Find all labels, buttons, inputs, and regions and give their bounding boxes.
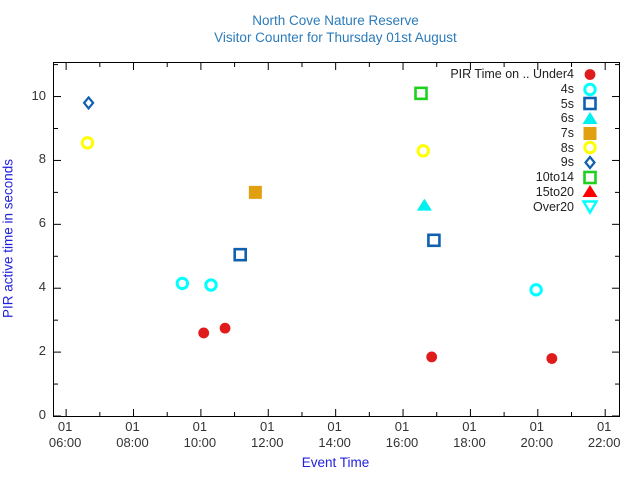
x-tick-label: 01 06:00 <box>48 419 82 450</box>
legend-row: PIR Time on .. Under4 <box>450 67 599 82</box>
x-tick-label: 01 12:00 <box>250 419 284 450</box>
data-point-marker <box>416 198 432 211</box>
legend-marker-circle-filled-icon <box>584 68 596 80</box>
data-point-marker <box>80 136 95 150</box>
legend-row: Over20 <box>450 199 599 215</box>
data-point-marker <box>204 278 218 292</box>
legend-marker-diamond-open-icon <box>584 155 596 170</box>
legend-marker-circle-open-icon <box>583 141 597 155</box>
legend-marker-square-open-icon <box>583 96 597 111</box>
x-tick-label: 01 16:00 <box>385 419 419 450</box>
y-tick-label: 4 <box>38 279 46 295</box>
legend-row: 6s <box>450 111 599 126</box>
y-tick-label: 6 <box>38 215 46 231</box>
legend-label: 8s <box>560 140 574 155</box>
legend-row: 7s <box>450 126 599 141</box>
legend-label: PIR Time on .. Under4 <box>450 67 574 82</box>
x-tick-label: 01 20:00 <box>520 419 554 450</box>
x-tick-label: 01 10:00 <box>183 419 217 450</box>
legend-row: 8s <box>450 140 599 155</box>
legend-marker-triangle-up-filled-icon <box>582 185 598 198</box>
legend-label: Over20 <box>533 199 574 214</box>
legend-row: 15to20 <box>450 185 599 200</box>
legend-label: 10to14 <box>535 170 574 185</box>
data-point-marker <box>248 185 262 199</box>
chart-title-block: North Cove Nature Reserve Visitor Counte… <box>53 12 618 46</box>
legend: PIR Time on .. Under4 4s 5s 6s 7s 8s 9s 10to14 1… <box>450 67 599 215</box>
data-point-marker <box>416 144 430 158</box>
chart-subtitle: Visitor Counter for Thursday 01st August <box>214 30 457 45</box>
y-tick-label: 10 <box>31 87 46 103</box>
legend-marker-triangle-down-open-icon <box>581 200 599 215</box>
y-tick-label: 2 <box>38 343 46 359</box>
legend-label: 4s <box>560 82 574 97</box>
data-point-marker <box>233 247 247 262</box>
y-tick-label: 0 <box>38 407 46 422</box>
x-tick-label: 01 22:00 <box>587 419 621 450</box>
legend-marker-square-open-icon <box>583 170 597 184</box>
data-point-marker <box>219 322 231 334</box>
x-tick-label: 01 08:00 <box>116 419 149 450</box>
legend-label: 9s <box>560 155 574 170</box>
data-point-marker <box>414 86 428 101</box>
legend-marker-triangle-up-filled-icon <box>582 111 598 124</box>
plot-area: PIR Time on .. Under4 4s 5s 6s 7s 8s 9s 10to14 1… <box>53 62 620 417</box>
x-tick-label: 01 18:00 <box>453 419 486 450</box>
legend-marker-square-filled-icon <box>583 126 597 140</box>
x-tick-label: 01 14:00 <box>318 419 351 450</box>
chart-title: North Cove Nature Reserve <box>252 13 419 28</box>
legend-row: 9s <box>450 155 599 170</box>
data-point-marker <box>546 353 558 364</box>
legend-row: 10to14 <box>450 170 599 185</box>
data-point-marker <box>82 95 95 111</box>
data-point-marker <box>426 351 438 363</box>
x-axis-title: Event Time <box>301 455 370 470</box>
legend-label: 5s <box>560 96 574 111</box>
legend-row: 5s <box>450 96 599 111</box>
plot-canvas <box>54 63 619 417</box>
data-point-marker <box>427 233 441 248</box>
data-point-marker <box>175 276 190 291</box>
data-point-marker <box>198 327 210 339</box>
legend-marker-circle-open-icon <box>583 82 597 96</box>
legend-row: 4s <box>450 82 599 97</box>
legend-label: 15to20 <box>535 184 574 199</box>
legend-label: 6s <box>560 111 574 126</box>
y-tick-label: 8 <box>38 151 46 167</box>
legend-label: 7s <box>560 126 574 141</box>
data-point-marker <box>529 283 543 297</box>
